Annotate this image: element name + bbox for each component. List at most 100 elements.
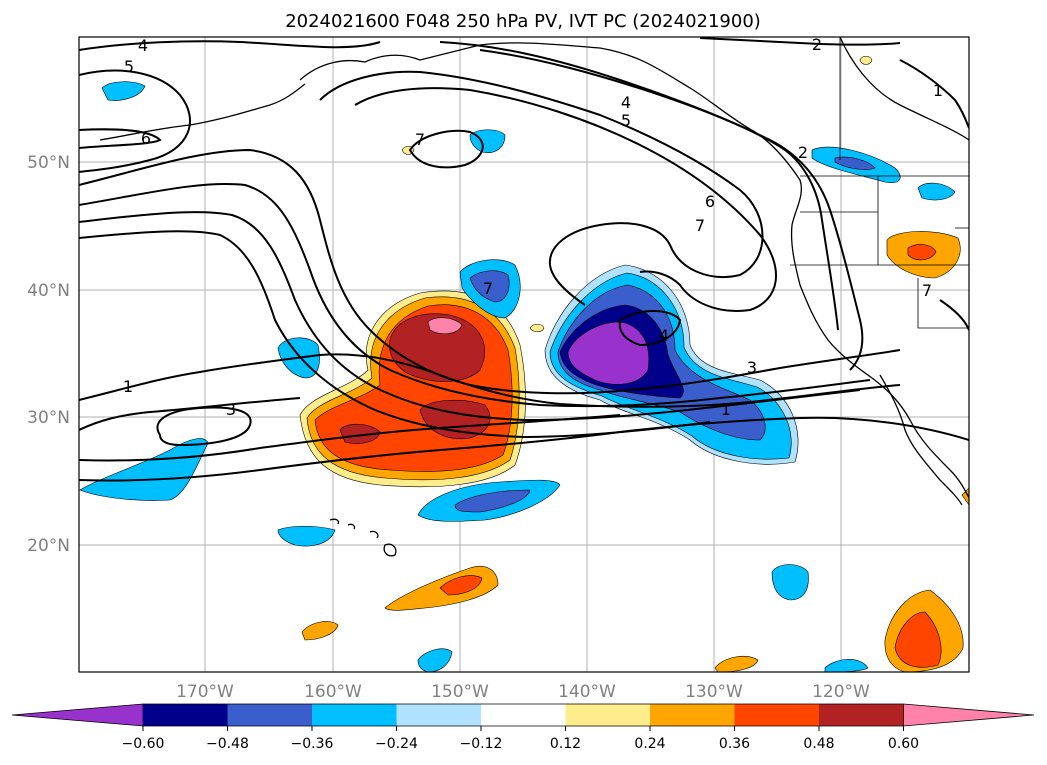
negative-anomaly-hawaii xyxy=(277,525,336,547)
ivt-shading xyxy=(79,55,969,672)
negative-anomaly-south xyxy=(771,564,809,601)
contour-label: 7 xyxy=(695,216,705,235)
border-states-4 xyxy=(917,278,969,329)
contour-north-big xyxy=(79,148,901,395)
colorbar-tick-label: 0.48 xyxy=(803,736,834,752)
contour-label: 3 xyxy=(226,400,236,419)
colorbar-segment xyxy=(819,704,904,726)
contour-label: 7 xyxy=(922,281,932,300)
colorbar-tick-label: 0.36 xyxy=(719,736,750,752)
negative-anomaly-northwest xyxy=(101,81,146,101)
colorbar-tick-label: −0.24 xyxy=(375,736,418,752)
contour-1-right xyxy=(899,59,969,129)
negative-anomaly-central-purple xyxy=(567,321,650,385)
lat-label: 30°N xyxy=(27,408,70,428)
contour-ring-2 xyxy=(79,211,861,422)
map-title: 2024021600 F048 250 hPa PV, IVT PC (2024… xyxy=(285,11,761,32)
contour-coast-long xyxy=(439,41,864,371)
colorbar-segment xyxy=(396,704,481,726)
contour-3-left xyxy=(156,406,252,447)
contour-loop-north xyxy=(319,70,764,306)
colorbar-segment xyxy=(481,704,566,726)
contour-4-top xyxy=(79,40,381,51)
positive-anomaly-central-pink xyxy=(427,317,463,334)
colorbar-segment xyxy=(143,704,228,726)
contour-label: 4 xyxy=(138,36,148,55)
map-area: 4 5 6 2 1 7 4 5 2 6 7 7 4 3 1 3 1 7 xyxy=(79,35,969,672)
colorbar-outline xyxy=(143,703,904,727)
contour-4-small xyxy=(618,310,682,347)
coastline-west-us xyxy=(790,224,969,499)
pv-contours xyxy=(79,37,969,482)
positive-anomaly-central-darkred xyxy=(389,313,485,382)
contour-low-1 xyxy=(79,397,301,431)
coastline-alaska xyxy=(299,42,802,226)
positive-anomaly-dot-3 xyxy=(529,323,545,333)
positive-anomaly-dot-2 xyxy=(859,55,873,65)
contour-label: 1 xyxy=(721,400,731,419)
colorbar-extend-low xyxy=(11,703,144,727)
colorbar-tick-label: 0.24 xyxy=(634,736,665,752)
contour-label: 7 xyxy=(483,279,493,298)
lon-label: 160°W xyxy=(304,682,362,702)
contour-7-north xyxy=(408,129,484,169)
positive-anomaly-south-inner xyxy=(439,575,483,596)
lat-label: 40°N xyxy=(27,281,70,301)
longitude-labels: 170°W 160°W 150°W 140°W 130°W 120°W xyxy=(176,682,870,702)
colorbar-tick-label: −0.60 xyxy=(122,736,165,752)
contour-label: 5 xyxy=(124,57,134,76)
colorbar-extend-high xyxy=(903,703,1035,727)
contour-5-left xyxy=(79,69,191,173)
positive-anomaly-southeast-inner xyxy=(894,611,942,668)
contour-low-2 xyxy=(79,416,969,482)
lon-label: 130°W xyxy=(685,682,743,702)
lon-label: 120°W xyxy=(812,682,870,702)
colorbar-segment xyxy=(650,704,735,726)
contour-2-top xyxy=(699,37,901,46)
contour-label: 2 xyxy=(812,35,822,54)
map-background xyxy=(79,37,969,672)
positive-anomaly-inland-inner xyxy=(907,244,937,261)
contour-label: 1 xyxy=(123,377,133,396)
coastline-baja xyxy=(879,374,963,506)
contour-ring-outer xyxy=(79,183,871,408)
contour-label: 4 xyxy=(621,93,631,112)
contour-ring-3 xyxy=(79,230,711,439)
colorbar-segment xyxy=(312,704,397,726)
contour-labels: 4 5 6 2 1 7 4 5 2 6 7 7 4 3 1 3 1 7 xyxy=(123,35,943,419)
colorbar-tick-label: 0.60 xyxy=(888,736,919,752)
contour-6-left xyxy=(79,128,162,149)
coastline-north-edge xyxy=(839,37,969,141)
contour-label: 6 xyxy=(141,129,151,148)
lat-label: 20°N xyxy=(27,536,70,556)
negative-anomaly-north xyxy=(469,129,506,153)
latitude-labels: 50°N 40°N 30°N 20°N xyxy=(27,153,70,556)
contour-label: 2 xyxy=(798,143,808,162)
contour-label: 7 xyxy=(415,130,425,149)
colorbar-segment xyxy=(227,704,312,726)
colorbar-tick-label: −0.12 xyxy=(460,736,503,752)
negative-anomaly-inland xyxy=(917,182,956,201)
negative-anomaly-coast-inner xyxy=(834,156,876,170)
map-frame xyxy=(78,36,970,673)
colorbar-tick-label: −0.36 xyxy=(291,736,334,752)
negative-anomaly-north-pacific-inner xyxy=(469,270,510,303)
lon-label: 170°W xyxy=(176,682,234,702)
contour-label: 4 xyxy=(659,326,669,345)
positive-anomaly-small xyxy=(301,621,339,641)
positive-anomaly-central-darkred-3 xyxy=(339,423,381,444)
colorbar-segment xyxy=(734,704,819,726)
political-borders xyxy=(790,37,969,329)
coastline-hawaii xyxy=(329,518,397,557)
contour-low-3 xyxy=(79,414,621,462)
colorbar-tick-label: −0.48 xyxy=(206,736,249,752)
lon-label: 140°W xyxy=(558,682,616,702)
contour-label: 6 xyxy=(705,192,715,211)
contour-east xyxy=(939,299,969,331)
contour-label: 5 xyxy=(621,111,631,130)
negative-anomaly-bottom xyxy=(417,648,453,672)
contour-1 xyxy=(79,353,901,408)
colorbar-tick-label: 0.12 xyxy=(550,736,581,752)
colorbar-segment xyxy=(565,704,650,726)
